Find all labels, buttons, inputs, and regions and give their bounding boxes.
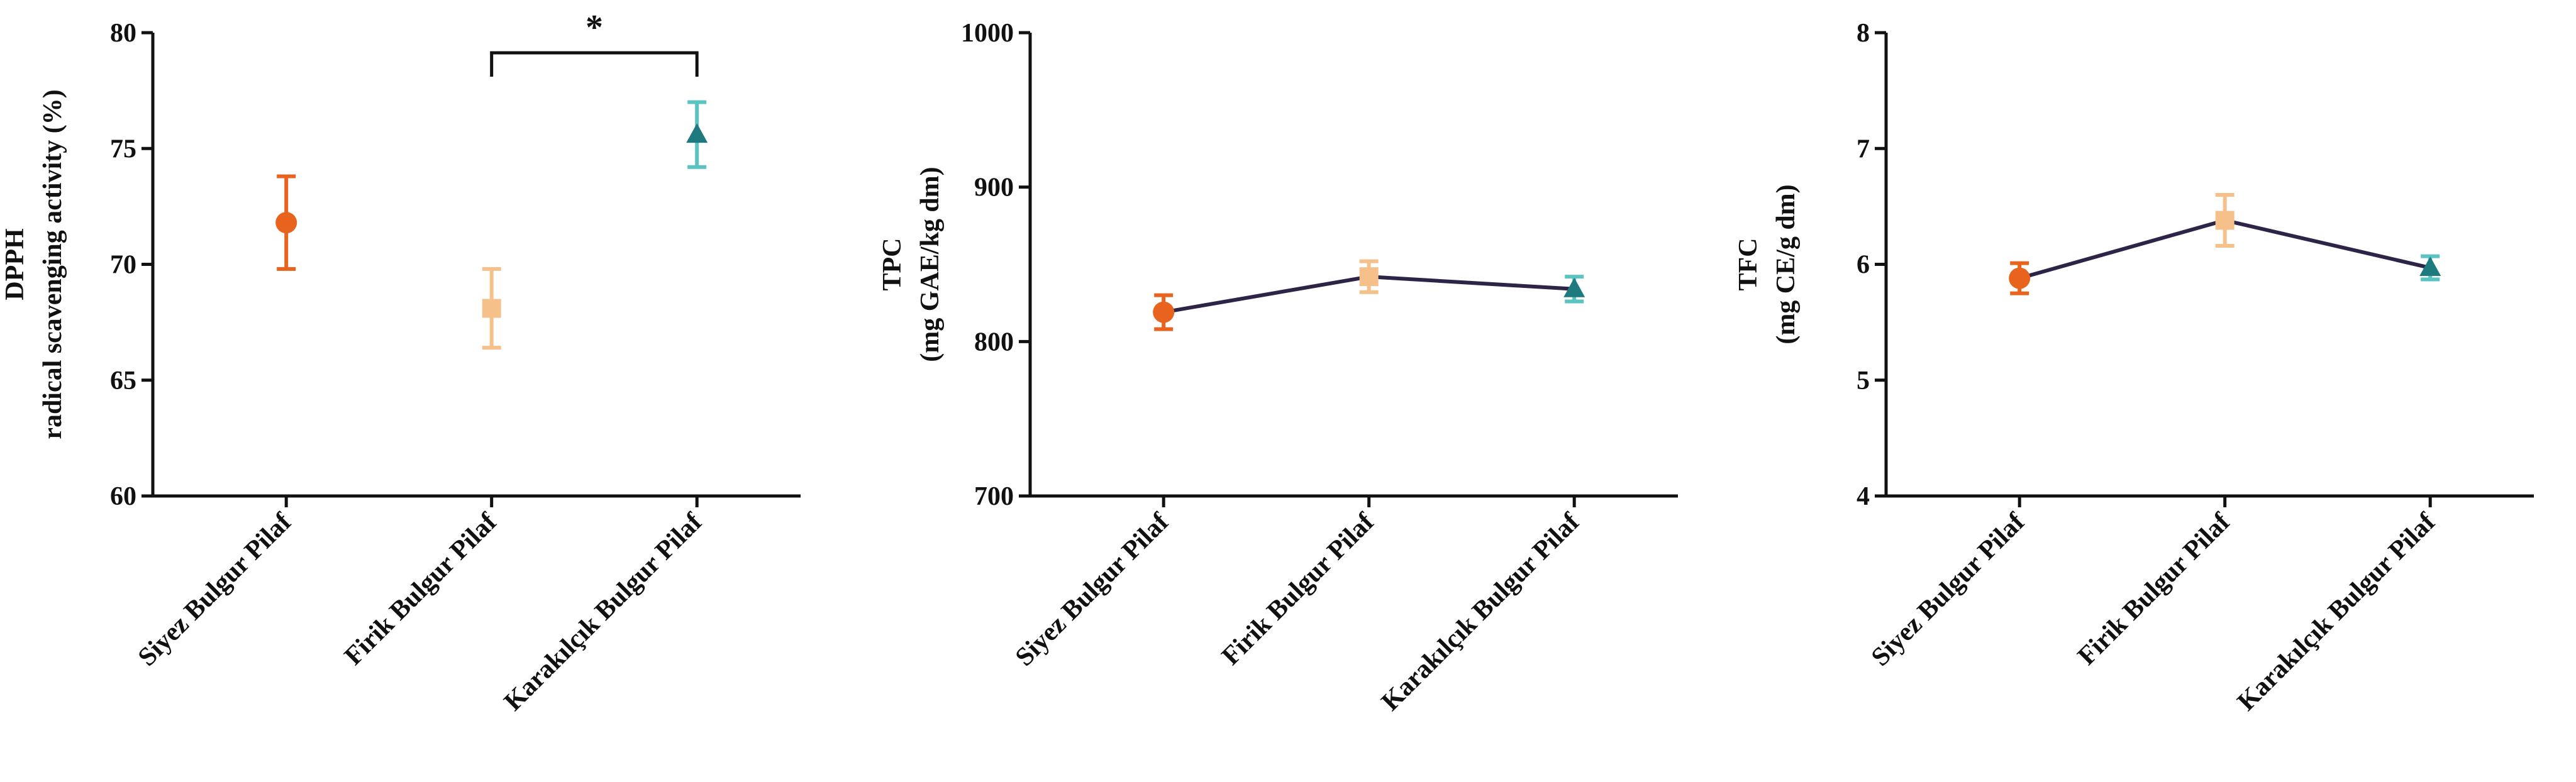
y-tick-label: 1000 <box>961 19 1014 48</box>
y-tick-label: 70 <box>110 251 136 280</box>
y-axis-label: radical scavenging activity (%) <box>38 89 67 439</box>
marker <box>2215 211 2235 230</box>
y-tick-label: 4 <box>1857 482 1870 511</box>
x-tick-label: Siyez Bulgur Pilaf <box>133 507 297 672</box>
x-tick-label: Firik Bulgur Pilaf <box>1216 507 1380 671</box>
y-tick-label: 6 <box>1857 251 1870 280</box>
marker <box>2009 267 2031 289</box>
y-tick-label: 65 <box>110 366 136 395</box>
chart: 60 65 70 75 80 DPPH radical scavenging activit… <box>1 8 801 717</box>
y-tick-label: 800 <box>974 328 1014 356</box>
marker <box>1563 277 1585 297</box>
y-axis-label: TFC <box>1734 238 1763 291</box>
significance-label: * <box>586 8 603 47</box>
x-tick-label: Karakılçık Bulgur Pilaf <box>1376 507 1585 717</box>
chart: 4 5 6 7 8 TFC (mg CE/g dm) Siyez Bulgur Pilaf Fi… <box>1734 19 2534 717</box>
x-tick-label: Firik Bulgur Pilaf <box>339 507 502 671</box>
marker <box>275 212 297 234</box>
marker <box>1153 301 1175 323</box>
x-tick-label: Karakılçık Bulgur Pilaf <box>499 507 708 717</box>
x-tick-label: Siyez Bulgur Pilaf <box>1866 507 2031 672</box>
y-tick-label: 60 <box>110 482 136 511</box>
y-tick-label: 8 <box>1857 19 1870 48</box>
marker <box>686 123 708 143</box>
y-axis-label: (mg CE/g dm) <box>1772 184 1801 344</box>
y-tick-label: 75 <box>110 135 136 163</box>
y-axis-label: DPPH <box>1 228 30 300</box>
x-tick-label: Firik Bulgur Pilaf <box>2072 507 2236 671</box>
marker <box>2419 256 2441 277</box>
marker <box>482 299 501 318</box>
y-tick-label: 5 <box>1857 366 1870 395</box>
x-tick-label: Karakılçık Bulgur Pilaf <box>2232 507 2441 717</box>
y-axis-label: TPC <box>878 238 907 291</box>
y-tick-label: 80 <box>110 19 136 48</box>
y-tick-label: 700 <box>974 482 1014 511</box>
y-axis-label: (mg GAE/kg dm) <box>916 167 945 361</box>
y-tick-label: 900 <box>974 173 1014 202</box>
x-tick-label: Siyez Bulgur Pilaf <box>1010 507 1175 672</box>
marker <box>1359 267 1379 287</box>
y-tick-label: 7 <box>1857 135 1870 163</box>
chart: 700 800 900 1000 TPC (mg GAE/kg dm) Siyez Bulg… <box>878 19 1678 717</box>
significance-bracket <box>490 51 699 77</box>
